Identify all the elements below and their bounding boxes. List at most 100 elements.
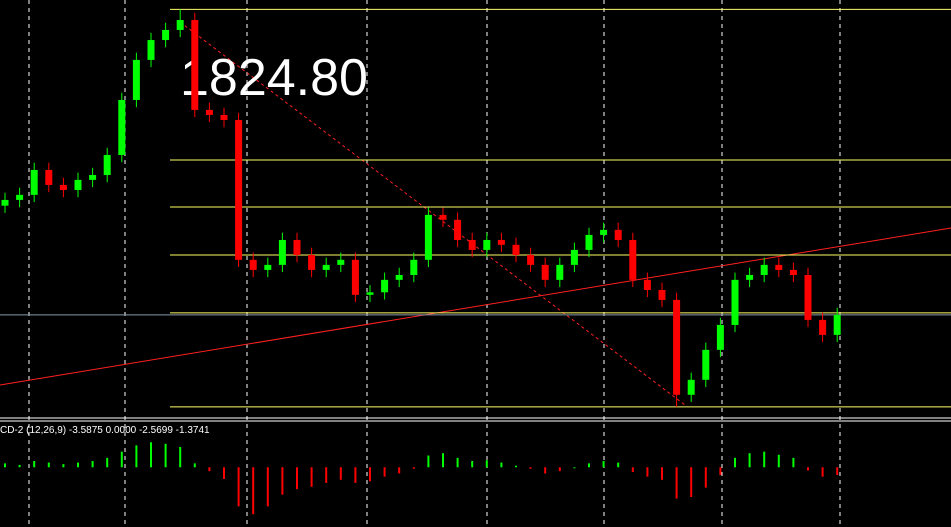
macd-bar	[33, 461, 36, 468]
macd-bar	[193, 463, 196, 468]
macd-bar	[369, 467, 371, 482]
macd-bar	[310, 467, 313, 487]
macd-bar	[164, 443, 167, 468]
candle-body	[483, 239, 491, 250]
macd-bar	[266, 467, 269, 507]
candle-body	[629, 239, 637, 280]
trendline	[0, 227, 951, 386]
candle-body	[235, 119, 243, 260]
macd-bar	[777, 454, 780, 468]
candle-body	[541, 264, 549, 280]
macd-bar	[515, 465, 517, 468]
candle-body	[439, 214, 447, 220]
candle-body	[45, 169, 53, 185]
candle-body	[731, 279, 739, 325]
macd-bar	[661, 467, 663, 480]
candle-body	[395, 274, 403, 280]
candle-body	[220, 114, 228, 120]
macd-bar	[690, 467, 693, 497]
macd-bar	[456, 457, 459, 468]
macd-bar	[135, 445, 138, 468]
macd-bar	[602, 461, 605, 468]
macd-bar	[354, 467, 357, 483]
macd-bar	[398, 467, 401, 474]
price-annotation: 1824.80	[180, 49, 368, 107]
candle-body	[556, 264, 564, 280]
macd-bar	[120, 451, 123, 468]
candle-body	[702, 349, 710, 380]
candle-body	[132, 59, 140, 100]
candle-body	[585, 234, 593, 250]
macd-bar	[500, 462, 503, 468]
candle-body	[497, 239, 505, 245]
candle-body	[205, 109, 213, 115]
macd-bar	[427, 455, 430, 468]
candle-body	[162, 29, 170, 41]
candle-body	[819, 319, 827, 335]
candle-body	[512, 244, 520, 255]
candle-body	[381, 279, 389, 293]
macd-bar	[106, 457, 109, 468]
macd-bar	[792, 457, 795, 468]
macd-bar	[62, 464, 65, 468]
candle-body	[424, 214, 432, 260]
candle-body	[833, 314, 841, 335]
candle-body	[264, 264, 272, 270]
macd-bar	[208, 467, 211, 472]
candle-body	[366, 292, 374, 295]
macd-bar	[617, 462, 620, 468]
macd-bar	[91, 461, 94, 468]
candle-body	[351, 259, 359, 295]
macd-bar	[646, 467, 649, 477]
macd-bar	[442, 453, 444, 468]
macd-bar	[339, 467, 342, 480]
candle-body	[118, 99, 126, 155]
candle-body	[643, 279, 651, 290]
macd-bar	[821, 467, 824, 477]
macd-bar	[807, 467, 809, 471]
macd-bar	[412, 467, 415, 469]
candle-body	[570, 249, 578, 265]
macd-bar	[719, 467, 722, 476]
candle-body	[746, 274, 754, 280]
macd-bar	[734, 457, 736, 468]
candle-body	[147, 40, 155, 60]
macd-bar	[237, 467, 240, 507]
macd-bar	[150, 442, 152, 468]
macd-bar	[325, 467, 328, 483]
macd-bar	[296, 467, 298, 490]
candle-body	[278, 239, 286, 265]
macd-bar	[383, 467, 386, 477]
macd-bar	[179, 446, 182, 468]
candle-body	[687, 379, 695, 395]
candle-body	[600, 229, 608, 235]
candle-body	[30, 169, 38, 195]
candle-body	[249, 259, 257, 270]
candle-body	[322, 264, 330, 270]
candle-body	[89, 175, 97, 180]
macd-bar	[471, 461, 474, 468]
macd-bar	[558, 467, 561, 472]
macd-bar	[675, 467, 678, 499]
candle-body	[191, 20, 199, 110]
macd-bar	[485, 460, 488, 468]
macd-bar	[18, 464, 21, 468]
candle-body	[716, 324, 724, 350]
candle-body	[176, 20, 184, 30]
candle-body	[804, 274, 812, 320]
macd-bar	[4, 463, 6, 468]
candle-body	[527, 254, 535, 265]
macd-bar	[544, 467, 547, 474]
macd-bar	[529, 467, 532, 469]
macd-bar	[763, 451, 766, 468]
macd-bar	[252, 467, 255, 515]
candle-body	[337, 259, 345, 265]
candle-body	[410, 259, 418, 275]
macd-bar	[748, 453, 751, 468]
candle-body	[1, 199, 9, 206]
macd-bar	[223, 467, 225, 479]
candle-body	[468, 239, 476, 250]
